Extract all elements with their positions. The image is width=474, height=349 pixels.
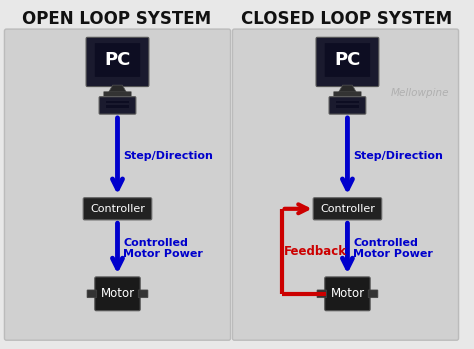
Polygon shape [339,85,356,92]
Text: Mellowpine: Mellowpine [391,88,449,98]
Text: Motor: Motor [100,287,135,300]
FancyBboxPatch shape [99,97,136,114]
Text: PC: PC [334,51,361,69]
FancyBboxPatch shape [313,198,382,220]
Text: CLOSED LOOP SYSTEM: CLOSED LOOP SYSTEM [241,10,452,28]
Text: Controller: Controller [320,204,375,214]
FancyBboxPatch shape [95,43,140,77]
Text: Controlled
Motor Power: Controlled Motor Power [123,238,203,259]
FancyBboxPatch shape [317,290,327,298]
Text: OPEN LOOP SYSTEM: OPEN LOOP SYSTEM [22,10,211,28]
FancyBboxPatch shape [95,277,140,311]
Polygon shape [109,85,126,92]
FancyBboxPatch shape [368,290,378,298]
FancyBboxPatch shape [87,290,97,298]
FancyBboxPatch shape [232,29,458,340]
Text: Controlled
Motor Power: Controlled Motor Power [353,238,433,259]
FancyBboxPatch shape [86,37,149,87]
FancyBboxPatch shape [336,105,359,108]
FancyBboxPatch shape [316,37,379,87]
Text: PC: PC [104,51,131,69]
Text: Feedback: Feedback [283,245,346,258]
Text: Motor: Motor [330,287,365,300]
FancyBboxPatch shape [336,101,359,103]
FancyBboxPatch shape [106,105,129,108]
FancyBboxPatch shape [4,29,230,340]
Text: Step/Direction: Step/Direction [123,151,213,161]
FancyBboxPatch shape [325,43,370,77]
FancyBboxPatch shape [83,198,152,220]
FancyBboxPatch shape [138,290,148,298]
FancyBboxPatch shape [329,97,366,114]
Text: Step/Direction: Step/Direction [353,151,443,161]
Text: Controller: Controller [90,204,145,214]
FancyBboxPatch shape [333,91,362,96]
FancyBboxPatch shape [325,277,370,311]
FancyBboxPatch shape [103,91,131,96]
FancyBboxPatch shape [106,101,129,103]
